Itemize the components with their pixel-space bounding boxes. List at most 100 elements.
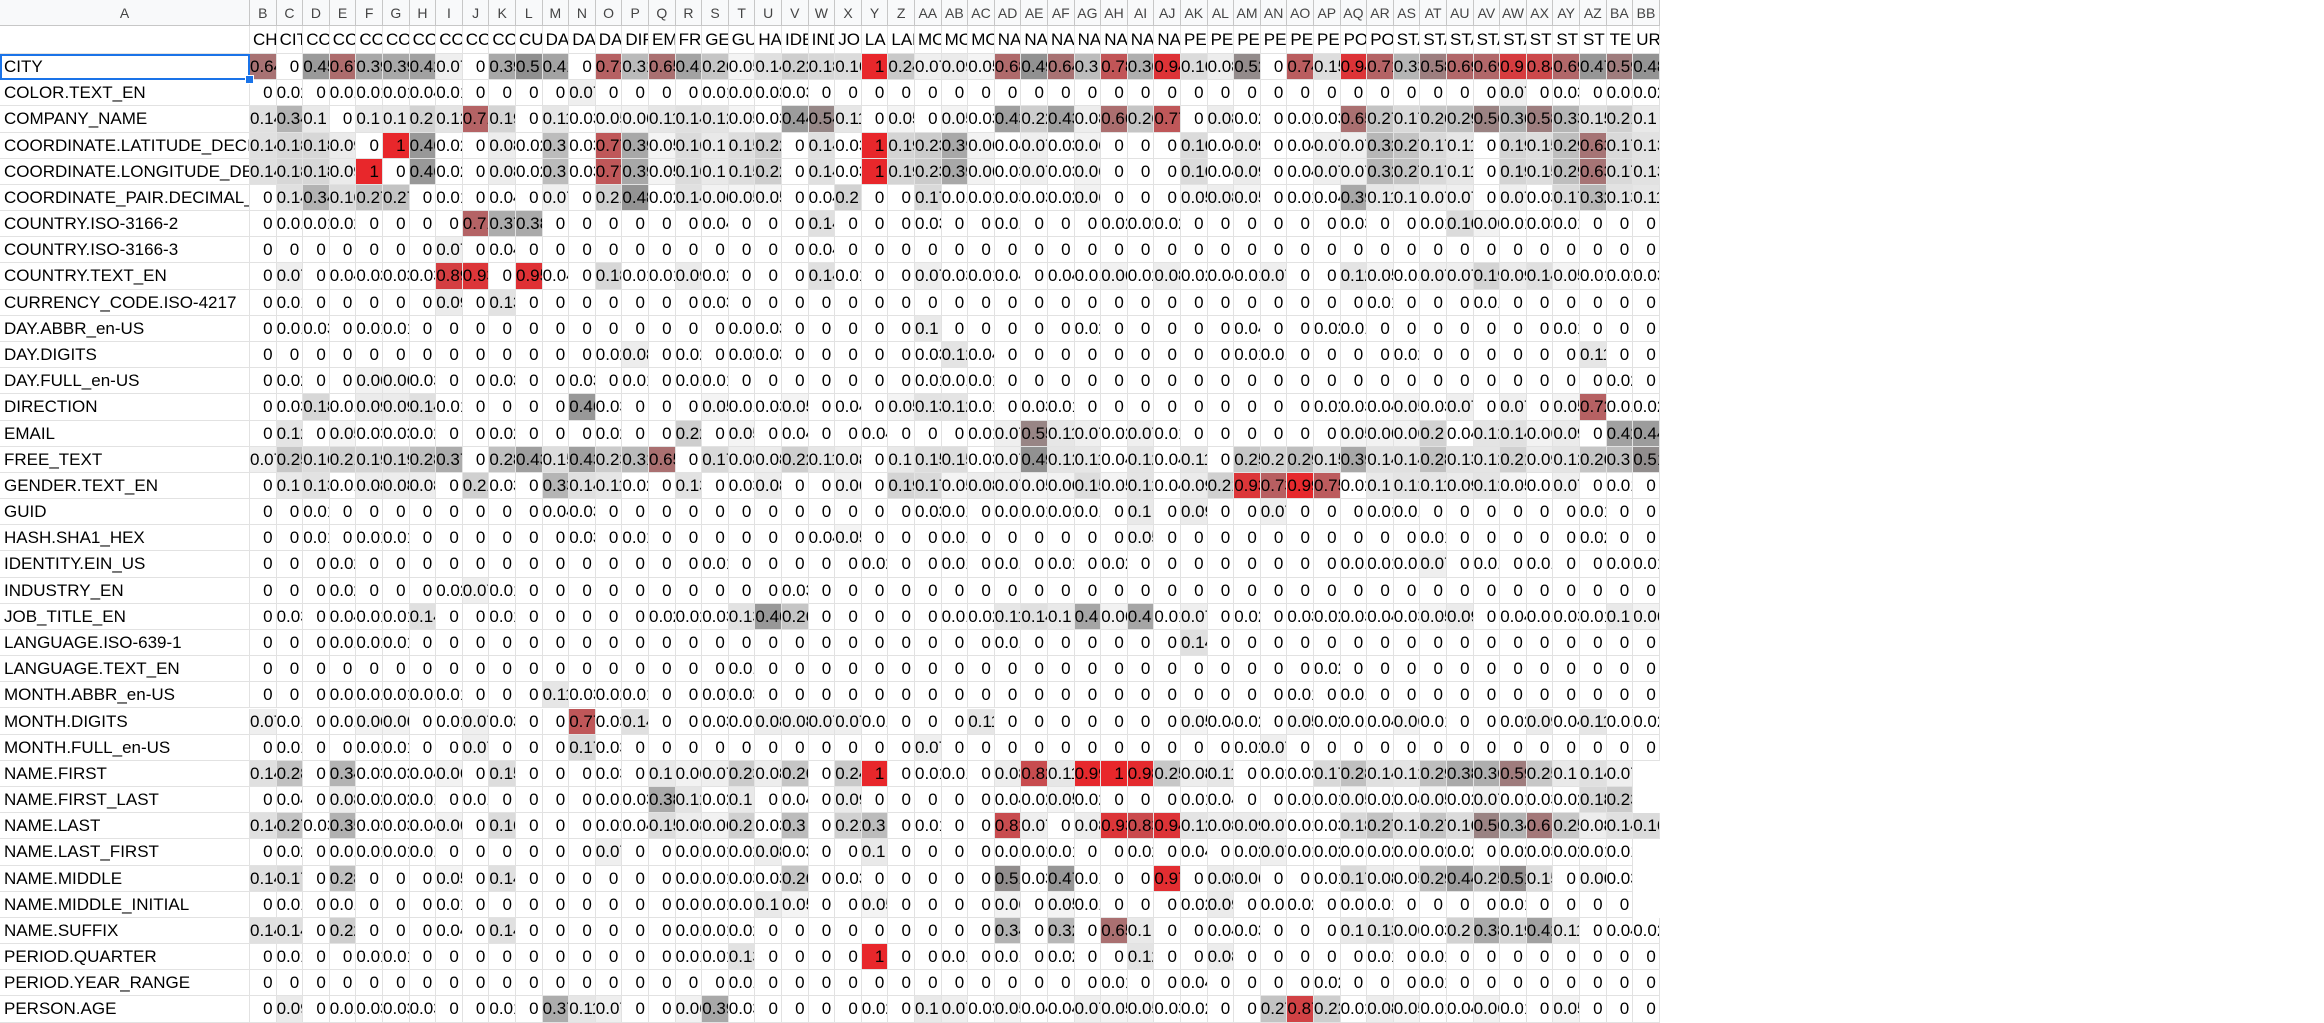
data-cell[interactable]: 0.1	[1606, 603, 1634, 630]
data-cell[interactable]: 0.01	[941, 184, 969, 212]
row-label[interactable]: JOB_TITLE_EN	[0, 603, 250, 630]
data-cell[interactable]: 0	[1606, 289, 1634, 316]
data-cell[interactable]: 0.67	[329, 54, 357, 81]
data-cell[interactable]: 0	[622, 996, 649, 1023]
data-cell[interactable]: 0.13	[1633, 158, 1660, 185]
data-cell[interactable]: 0.26	[1580, 446, 1607, 473]
data-cell[interactable]: 0.21	[595, 184, 623, 212]
data-cell[interactable]: 0	[1181, 944, 1208, 971]
data-cell[interactable]: 0	[1473, 315, 1501, 342]
data-cell[interactable]: 0	[888, 891, 915, 918]
data-cell[interactable]: 0.93	[1234, 472, 1261, 500]
data-cell[interactable]: 0	[1606, 341, 1634, 369]
data-cell[interactable]: 0	[1287, 944, 1314, 971]
data-cell[interactable]: 0.08	[1074, 106, 1102, 133]
data-cell[interactable]: 0	[1633, 499, 1660, 526]
data-cell[interactable]: 0	[1101, 368, 1128, 395]
data-cell[interactable]: 0	[968, 813, 995, 840]
data-cell[interactable]: 0	[462, 237, 490, 264]
data-cell[interactable]: 0	[1447, 315, 1474, 342]
data-cell[interactable]: 0	[1526, 891, 1554, 918]
data-cell[interactable]: 0	[516, 603, 543, 630]
data-cell[interactable]: 0	[1340, 80, 1368, 107]
data-cell[interactable]: 0	[1447, 970, 1474, 997]
data-cell[interactable]: 0.02	[1340, 472, 1368, 500]
data-cell[interactable]: 0.02	[1021, 787, 1048, 814]
data-cell[interactable]: 0	[1181, 551, 1208, 578]
data-cell[interactable]: 0.04	[329, 603, 357, 630]
data-cell[interactable]: 0.04	[1367, 708, 1394, 735]
data-cell[interactable]: 0.17	[1553, 184, 1580, 212]
data-cell[interactable]: 0	[1048, 629, 1075, 657]
data-cell[interactable]: 0	[250, 394, 277, 421]
data-cell[interactable]: 0	[782, 184, 809, 212]
data-cell[interactable]: 0.25	[1553, 813, 1580, 840]
data-cell[interactable]: 0.04	[329, 263, 357, 290]
data-cell[interactable]: 0	[276, 551, 304, 578]
data-cell[interactable]: 0	[303, 917, 330, 945]
data-cell[interactable]: 0	[1500, 577, 1527, 604]
data-cell[interactable]: 0.03	[1287, 760, 1314, 788]
data-cell[interactable]: 0	[569, 315, 596, 342]
data-cell[interactable]: 0	[702, 499, 729, 526]
header-cell[interactable]: DAY.	[542, 26, 570, 54]
data-cell[interactable]: 0.02	[1181, 891, 1208, 918]
data-cell[interactable]: 0	[1526, 368, 1554, 395]
data-cell[interactable]: 0	[1340, 577, 1368, 604]
column-header-AI[interactable]: AI	[1127, 0, 1155, 26]
data-cell[interactable]: 0.01	[1074, 499, 1102, 526]
data-cell[interactable]: 0	[383, 970, 410, 997]
data-cell[interactable]: 0.34	[303, 184, 330, 212]
data-cell[interactable]: 0.07	[1500, 80, 1527, 107]
data-cell[interactable]: 0.01	[383, 315, 410, 342]
data-cell[interactable]: 0.01	[1553, 211, 1580, 238]
data-cell[interactable]: 0.2	[1447, 917, 1474, 945]
column-header-X[interactable]: X	[835, 0, 862, 26]
data-cell[interactable]: 0	[915, 603, 942, 630]
data-cell[interactable]: 0.01	[595, 787, 623, 814]
data-cell[interactable]: 0.43	[1048, 106, 1075, 133]
data-cell[interactable]: 0.02	[1553, 839, 1580, 866]
data-cell[interactable]: 0	[782, 734, 809, 761]
data-cell[interactable]: 0	[835, 577, 862, 604]
data-cell[interactable]: 0	[329, 341, 357, 369]
data-cell[interactable]: 0	[569, 289, 596, 316]
data-cell[interactable]: 0	[1048, 237, 1075, 264]
data-cell[interactable]: 0	[1048, 289, 1075, 316]
column-header-AT[interactable]: AT	[1420, 0, 1447, 26]
data-cell[interactable]: 0.39	[622, 158, 649, 185]
data-cell[interactable]: 0	[1340, 499, 1368, 526]
data-cell[interactable]: 0	[1420, 682, 1447, 709]
header-cell[interactable]: COM	[329, 26, 357, 54]
data-cell[interactable]: 0.03	[702, 289, 729, 316]
data-cell[interactable]: 0.05	[1127, 525, 1155, 552]
data-cell[interactable]: 0.03	[1420, 394, 1447, 421]
data-cell[interactable]: 0.21	[1500, 446, 1527, 473]
data-cell[interactable]: 0.11	[808, 446, 836, 473]
data-cell[interactable]: 0	[1074, 734, 1102, 761]
data-cell[interactable]: 0.01	[1580, 603, 1607, 630]
data-cell[interactable]: 0.03	[409, 996, 437, 1023]
header-cell[interactable]: DAY.	[569, 26, 596, 54]
header-cell[interactable]: CHE	[250, 26, 277, 54]
data-cell[interactable]: 0	[968, 315, 995, 342]
data-cell[interactable]: 0.49	[1021, 446, 1048, 473]
data-cell[interactable]: 0.01	[1393, 551, 1421, 578]
data-cell[interactable]: 0	[489, 682, 516, 709]
data-cell[interactable]: 0	[782, 996, 809, 1023]
data-cell[interactable]: 0	[1580, 944, 1607, 971]
data-cell[interactable]: 0	[968, 944, 995, 971]
data-cell[interactable]: 0.15	[1526, 158, 1554, 185]
data-cell[interactable]: 0	[755, 237, 782, 264]
row-label[interactable]: LANGUAGE.TEXT_EN	[0, 656, 250, 683]
data-cell[interactable]: 0	[1181, 315, 1208, 342]
data-cell[interactable]: 0	[250, 891, 277, 918]
data-cell[interactable]: 0	[1021, 263, 1048, 290]
data-cell[interactable]: 0	[808, 315, 836, 342]
data-cell[interactable]: 0.02	[436, 132, 463, 159]
data-cell[interactable]: 0.14	[808, 263, 836, 290]
data-cell[interactable]: 0.09	[1181, 472, 1208, 500]
data-cell[interactable]: 0	[1154, 787, 1181, 814]
data-cell[interactable]: 0.29	[1287, 446, 1314, 473]
data-cell[interactable]: 0.01	[1393, 839, 1421, 866]
